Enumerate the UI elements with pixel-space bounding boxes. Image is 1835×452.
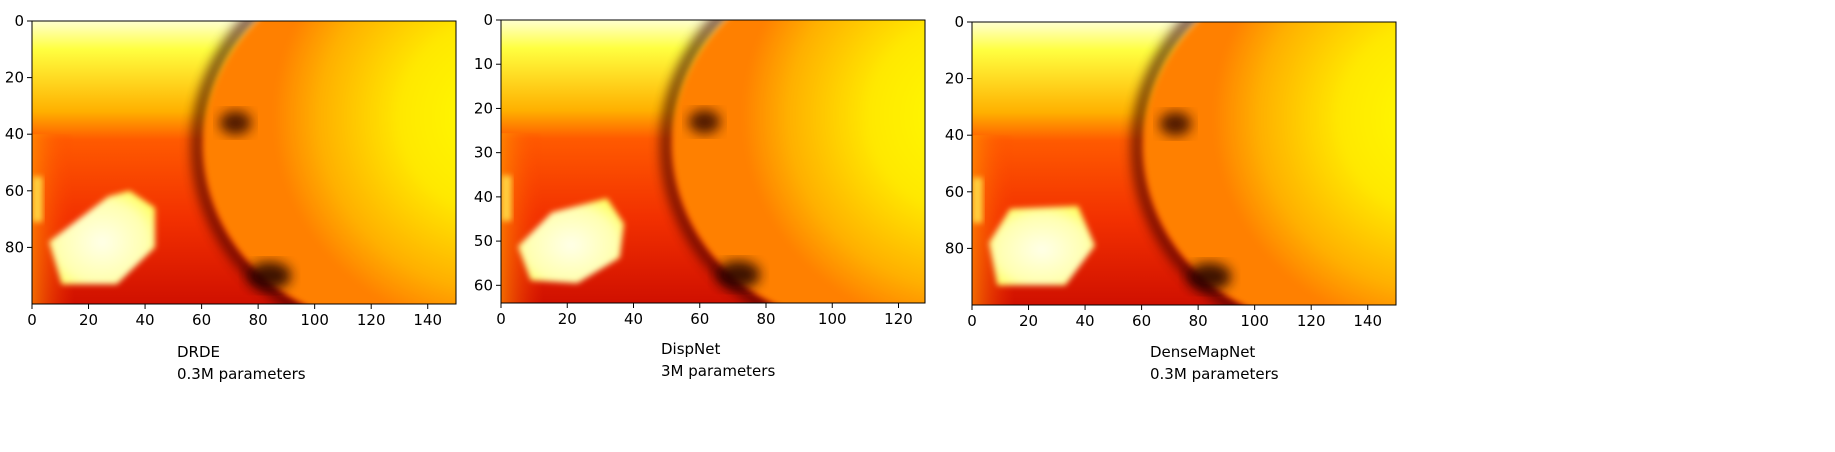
x-tick-label: 140 [1353,312,1382,330]
axes-frame [500,19,926,304]
panel-caption: DispNet 3M parameters [661,338,775,382]
x-tick-label: 140 [413,311,442,329]
y-tick-label: 20 [5,69,24,87]
dark-boundary [192,21,302,304]
panel-caption: DRDE 0.3M parameters [177,341,306,385]
x-tick-label: 40 [624,310,643,328]
x-tick-label: 40 [136,311,155,329]
dark-corner-lower [247,261,292,290]
heatmap-panel-3: 0 20 40 60 80 100 120 140 0 20 40 60 80 [945,13,1397,330]
dark-corner-upper [1159,111,1192,136]
heatmap-image [501,20,925,303]
x-tick-label: 60 [690,310,709,328]
x-tick-label: 0 [496,310,506,328]
model-name: DenseMapNet [1150,343,1256,361]
x-tick-label: 0 [967,312,977,330]
dark-corner-lower [716,260,761,289]
y-tick-label: 30 [474,144,493,162]
y-tick-label: 10 [474,55,493,73]
model-name: DispNet [661,340,721,358]
heatmap-image [32,21,456,304]
dark-corner-upper [219,110,252,135]
sphere-region [672,20,925,303]
axes-frame [971,21,1397,306]
x-tick-label: 20 [1019,312,1038,330]
x-tick-label: 80 [249,311,268,329]
left-bright-sliver [972,177,983,223]
x-tick-label: 120 [357,311,386,329]
panel-caption: DenseMapNet 0.3M parameters [1150,341,1279,385]
x-tick-label: 80 [756,310,775,328]
x-tick-label: 20 [79,311,98,329]
bright-blob [49,190,155,285]
y-tick-label: 80 [5,238,24,256]
x-tick-label: 120 [1297,312,1326,330]
x-tick-label: 60 [192,311,211,329]
x-tick-label: 60 [1132,312,1151,330]
y-tick-label: 60 [474,276,493,294]
dark-corner-lower [1187,262,1232,291]
y-tick-label: 60 [945,183,964,201]
y-tick-label: 60 [5,182,24,200]
y-tick-label: 0 [954,13,964,31]
y-tick-label: 40 [474,188,493,206]
bright-blob [989,206,1095,286]
y-tick-label: 40 [945,126,964,144]
x-tick-label: 20 [558,310,577,328]
left-bright-sliver [501,175,512,221]
parameter-count: 0.3M parameters [177,365,306,383]
left-bright-sliver [32,176,43,222]
dark-boundary [1132,22,1242,305]
dark-boundary [661,20,771,303]
heatmap-panel-2: 0 20 40 60 80 100 120 0 10 20 30 40 50 60 [474,11,926,328]
x-tick-label: 100 [1240,312,1269,330]
parameter-count: 0.3M parameters [1150,365,1279,383]
y-tick-label: 0 [483,11,493,29]
sphere-region [1143,22,1396,305]
y-tick-label: 0 [14,12,24,30]
x-tick-label: 40 [1076,312,1095,330]
x-tick-label: 0 [27,311,37,329]
y-tick-label: 40 [5,125,24,143]
y-tick-label: 20 [474,99,493,117]
y-tick-label: 50 [474,232,493,250]
x-tick-label: 120 [884,310,913,328]
dark-corner-upper [688,109,721,134]
y-tick-label: 20 [945,70,964,88]
x-tick-label: 100 [818,310,847,328]
y-tick-label: 80 [945,239,964,257]
model-name: DRDE [177,343,221,361]
parameter-count: 3M parameters [661,362,776,380]
axes-frame [31,20,457,305]
x-tick-label: 100 [300,311,329,329]
bright-blob [518,198,624,284]
heatmap-image [972,22,1396,305]
x-tick-label: 80 [1189,312,1208,330]
sphere-region [203,21,456,304]
heatmap-panel-1: 0 20 40 60 80 100 120 140 0 20 40 60 80 [5,12,457,329]
